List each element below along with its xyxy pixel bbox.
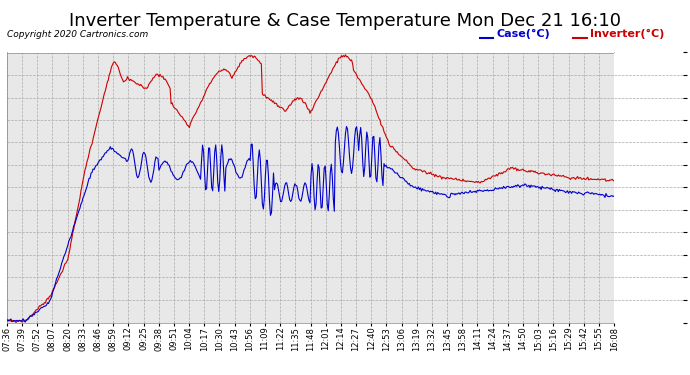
Text: Inverter Temperature & Case Temperature Mon Dec 21 16:10: Inverter Temperature & Case Temperature …	[69, 12, 621, 30]
Text: Inverter(°C): Inverter(°C)	[590, 29, 664, 39]
Text: Case(°C): Case(°C)	[497, 29, 551, 39]
Text: Copyright 2020 Cartronics.com: Copyright 2020 Cartronics.com	[7, 30, 148, 39]
